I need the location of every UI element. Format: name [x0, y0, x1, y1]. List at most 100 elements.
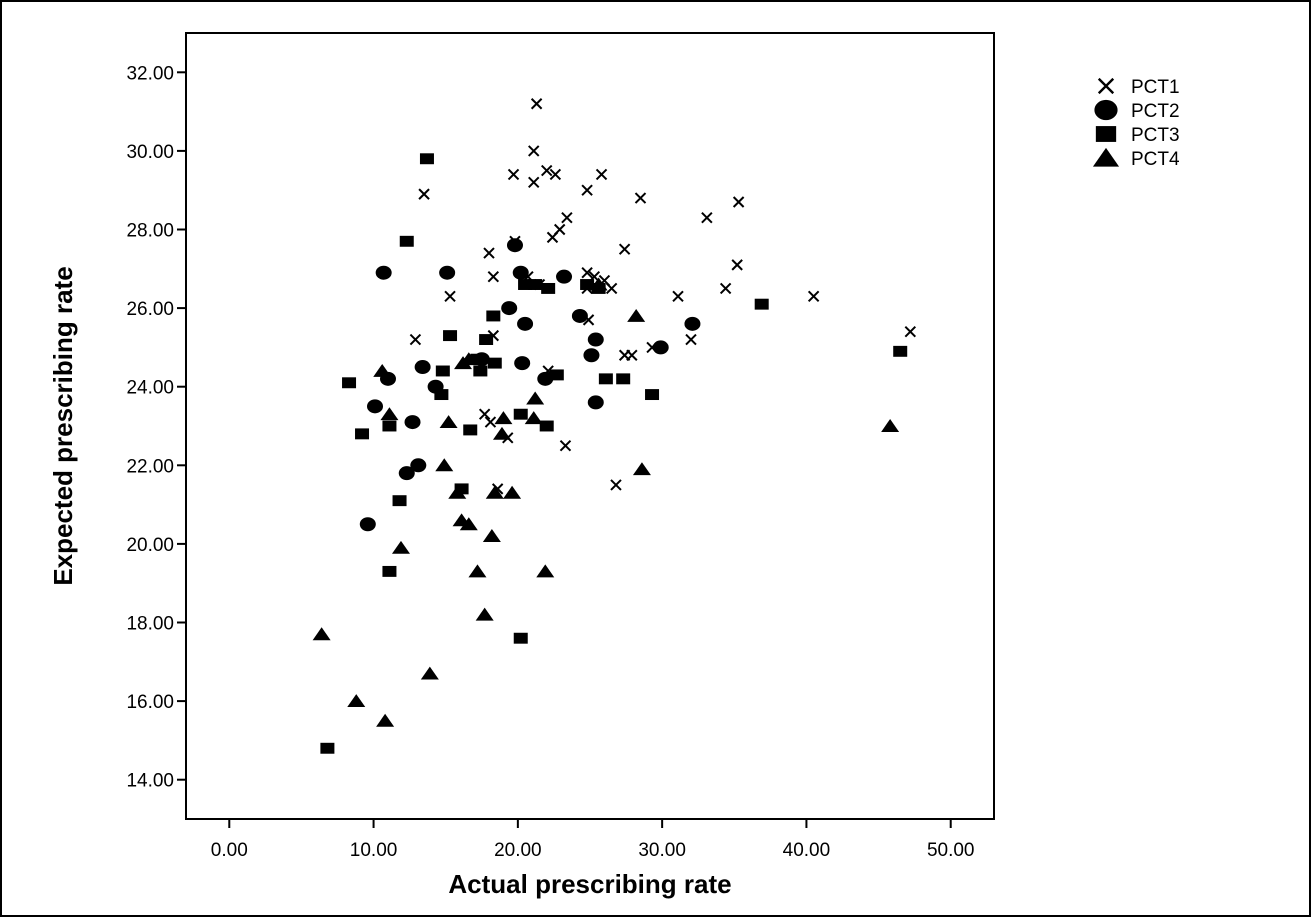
point-pct4	[376, 713, 395, 727]
legend-item-pct1: PCT1	[1097, 77, 1180, 98]
point-pct4	[524, 411, 543, 425]
x-axis: 0.00 10.00 20.00 30.00 40.00 50.00	[211, 819, 974, 861]
x-tick-label: 20.00	[494, 840, 542, 861]
y-tick-label: 26.00	[126, 299, 174, 320]
point-pct1	[904, 325, 917, 338]
point-pct1	[581, 267, 593, 279]
point-pct4	[391, 540, 410, 554]
legend-label: PCT4	[1131, 149, 1180, 170]
point-pct3	[443, 330, 458, 342]
point-pct3	[320, 742, 335, 754]
point-pct3	[473, 365, 488, 377]
point-pct2	[367, 399, 384, 414]
x-axis-title: Actual prescribing rate	[448, 869, 731, 899]
point-pct1	[484, 416, 497, 428]
point-pct3	[528, 279, 543, 290]
point-pct1	[528, 176, 540, 189]
point-pct1	[618, 243, 631, 255]
point-pct1	[581, 184, 593, 196]
point-pct2	[517, 316, 534, 331]
point-pct1	[418, 188, 430, 200]
point-pct1	[559, 439, 572, 452]
point-pct3	[399, 235, 414, 247]
y-tick-label: 16.00	[126, 692, 174, 713]
point-pct3	[382, 565, 397, 577]
data-points	[312, 98, 917, 754]
point-pct2	[359, 517, 376, 532]
point-pct1	[549, 168, 562, 181]
point-pct4	[475, 607, 494, 621]
point-pct4	[536, 564, 555, 578]
y-tick-label: 28.00	[126, 221, 174, 242]
point-pct4	[627, 308, 646, 322]
point-pct4	[526, 391, 545, 405]
legend-item-pct3: PCT3	[1095, 125, 1180, 146]
point-pct3	[598, 373, 613, 385]
y-axis: 14.00 16.00 18.00 20.00 22.00 24.00 26.00 28.00…	[126, 63, 186, 792]
point-pct3	[342, 377, 357, 389]
y-tick-label: 30.00	[126, 142, 174, 163]
point-pct3	[435, 365, 450, 377]
point-pct2	[514, 356, 531, 371]
point-pct1	[634, 192, 647, 204]
x-tick-label: 0.00	[211, 840, 248, 861]
point-pct4	[468, 564, 487, 578]
series-pct4	[312, 277, 900, 727]
point-pct4	[492, 426, 511, 440]
point-pct1	[561, 212, 573, 224]
point-pct3	[518, 279, 533, 290]
point-pct1	[732, 196, 745, 208]
y-tick-label: 14.00	[126, 771, 174, 792]
y-tick-label: 32.00	[126, 63, 174, 84]
point-pct2	[439, 265, 456, 280]
point-pct1	[530, 98, 543, 110]
point-pct3	[580, 279, 595, 290]
point-pct3	[893, 345, 908, 357]
y-tick-label: 18.00	[126, 614, 174, 635]
y-tick-label: 24.00	[126, 378, 174, 399]
x-tick-label: 10.00	[350, 840, 398, 861]
point-pct1	[618, 349, 631, 361]
point-pct3	[754, 298, 769, 310]
plot-area	[185, 32, 995, 820]
point-pct1	[595, 168, 608, 181]
point-pct4	[503, 485, 522, 499]
point-pct3	[382, 420, 397, 432]
point-pct4	[494, 411, 513, 425]
point-pct4	[448, 485, 467, 499]
point-pct3	[454, 483, 469, 495]
x-tick-label: 40.00	[783, 840, 831, 861]
point-pct1	[507, 168, 520, 181]
point-pct1	[483, 247, 495, 259]
point-pct2	[537, 371, 554, 386]
point-pct2	[587, 332, 604, 347]
point-pct1	[685, 333, 697, 346]
legend-label: PCT2	[1131, 101, 1180, 122]
point-pct2	[506, 238, 523, 253]
y-tick-label: 22.00	[126, 456, 174, 477]
point-pct2	[501, 301, 518, 316]
point-pct2	[571, 308, 588, 323]
point-pct3	[470, 353, 485, 365]
x-tick-label: 30.00	[638, 840, 686, 861]
point-pct1	[701, 212, 713, 224]
legend-item-pct2: PCT2	[1094, 99, 1180, 122]
point-pct3	[463, 424, 478, 436]
point-pct4	[589, 277, 608, 291]
point-pct2	[583, 348, 600, 363]
point-pct2	[684, 316, 701, 331]
point-pct1	[478, 408, 491, 420]
y-axis-title: Expected prescribing rate	[48, 266, 78, 585]
point-pct4	[435, 458, 454, 472]
point-pct1	[719, 282, 732, 295]
point-pct4	[459, 517, 478, 531]
point-pct3	[539, 420, 554, 432]
legend-label: PCT1	[1131, 77, 1180, 98]
point-pct1	[807, 290, 820, 303]
point-pct2	[404, 415, 421, 430]
legend-marker-pct3	[1095, 126, 1117, 142]
point-pct1	[610, 479, 622, 491]
series-pct3	[320, 153, 908, 754]
point-pct4	[380, 407, 399, 421]
